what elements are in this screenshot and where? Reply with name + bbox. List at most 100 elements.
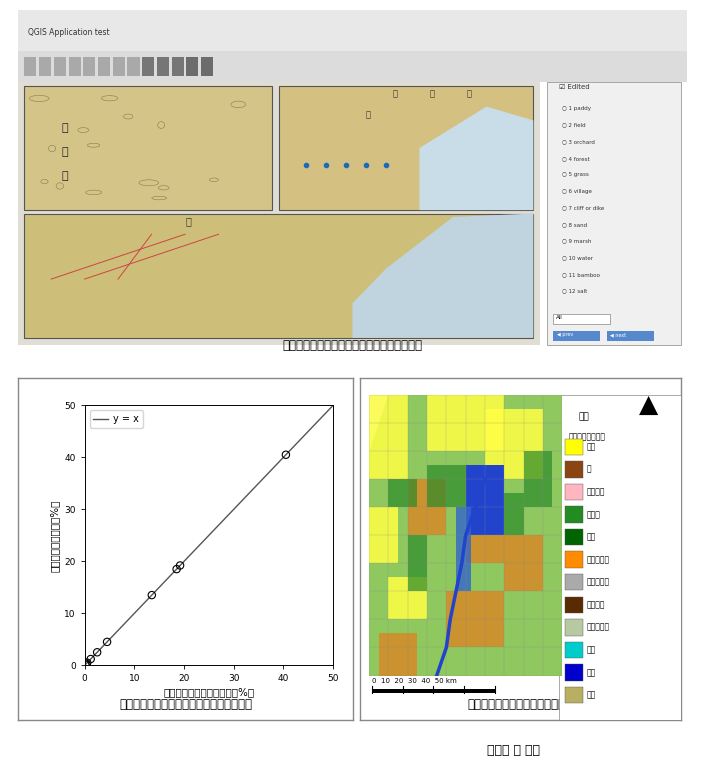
Text: All: All (556, 315, 563, 320)
Bar (157, 57, 169, 75)
Point (80, 657, 92, 670)
Text: 新: 新 (467, 89, 472, 98)
Bar (427, 395, 504, 451)
Bar (54, 57, 66, 75)
Text: 竹林: 竹林 (586, 532, 596, 541)
Point (102, 636, 113, 648)
Bar (456, 507, 472, 591)
Bar (186, 57, 199, 75)
Bar (553, 331, 601, 342)
Bar (407, 535, 427, 591)
Bar (39, 57, 51, 75)
Bar (565, 552, 583, 568)
Text: ○ 2 field: ○ 2 field (562, 123, 586, 128)
Point (92, 646, 103, 658)
Bar (446, 591, 504, 647)
Text: 塩田: 塩田 (586, 691, 596, 699)
Text: （岩崎 亘 典）: （岩崎 亘 典） (486, 744, 540, 756)
Bar (565, 529, 583, 545)
Text: 道: 道 (366, 110, 371, 119)
Point (171, 563, 183, 576)
Text: 海浜・砂地: 海浜・砂地 (586, 623, 609, 632)
Bar (465, 493, 504, 563)
Bar (427, 465, 465, 507)
Bar (524, 451, 553, 507)
Text: 浜: 浜 (429, 89, 434, 98)
Text: ○ 7 cliff or dike: ○ 7 cliff or dike (562, 205, 604, 210)
Text: ○ 11 bamboo: ○ 11 bamboo (562, 272, 600, 277)
Text: 図２　ポリゴンと点データの面積率の比較: 図２ ポリゴンと点データの面積率の比較 (119, 699, 252, 711)
Text: ▲: ▲ (639, 394, 658, 417)
Bar (98, 57, 110, 75)
Text: ○ 3 orchard: ○ 3 orchard (562, 139, 595, 144)
Bar (565, 574, 583, 591)
Point (82, 657, 93, 669)
Text: 國: 國 (393, 89, 398, 98)
Bar (547, 82, 681, 345)
Text: ○ 1 paddy: ○ 1 paddy (562, 106, 591, 111)
Text: その他畑: その他畑 (586, 487, 605, 496)
Text: ○ 6 village: ○ 6 village (562, 189, 592, 194)
Text: QGIS Application test: QGIS Application test (27, 28, 109, 37)
Text: ○ 4 forest: ○ 4 forest (562, 156, 590, 161)
Bar (565, 484, 583, 500)
Text: 水田: 水田 (586, 442, 596, 451)
Text: 明治時代土地利用: 明治時代土地利用 (568, 433, 606, 442)
Bar (388, 479, 417, 507)
Bar (565, 687, 583, 703)
Text: ○ 10 water: ○ 10 water (562, 255, 593, 260)
Bar (18, 51, 687, 82)
Bar (407, 479, 446, 535)
Text: 葛: 葛 (61, 123, 68, 133)
X-axis label: ポリゴンデータ（土地利用%）: ポリゴンデータ（土地利用%） (164, 688, 255, 697)
Text: 樹林地: 樹林地 (586, 510, 600, 519)
Bar (113, 57, 125, 75)
Text: 土手・堤: 土手・堤 (586, 601, 605, 609)
Bar (565, 506, 583, 523)
Bar (142, 57, 154, 75)
Text: ○ 12 salt: ○ 12 salt (562, 288, 587, 293)
Bar (565, 664, 583, 681)
Text: ◀ prev: ◀ prev (557, 332, 573, 337)
Polygon shape (352, 213, 534, 338)
Point (146, 589, 157, 601)
Text: 図１　作成した土地利用入カシステムの外観: 図１ 作成した土地利用入カシステムの外観 (283, 339, 422, 352)
Text: ◀ next: ◀ next (611, 332, 627, 337)
Bar (388, 577, 427, 619)
Text: ○ 5 grass: ○ 5 grass (562, 172, 589, 177)
Text: 神: 神 (61, 147, 68, 157)
Bar (172, 57, 184, 75)
Text: ☑ Edited: ☑ Edited (559, 84, 589, 90)
Point (281, 449, 292, 461)
Bar (553, 314, 611, 324)
Bar (565, 619, 583, 636)
Bar (83, 57, 95, 75)
Legend: y = x: y = x (90, 410, 142, 428)
Y-axis label: 点データ（土地利用%）: 点データ（土地利用%） (50, 499, 60, 572)
Text: ○ 9 marsh: ○ 9 marsh (562, 239, 591, 244)
Point (80, 658, 91, 671)
Bar (379, 633, 417, 675)
Bar (485, 493, 524, 535)
Point (174, 559, 185, 572)
Bar (485, 409, 543, 479)
Text: 草地・荒地: 草地・荒地 (586, 555, 609, 564)
Point (85, 653, 97, 665)
Bar (18, 82, 540, 345)
Bar (18, 10, 687, 51)
Text: 図３　明治時代初期の土地利用図: 図３ 明治時代初期の土地利用図 (468, 699, 572, 711)
Bar (565, 597, 583, 613)
Bar (24, 86, 272, 210)
Bar (607, 331, 654, 342)
Bar (24, 213, 534, 338)
Text: 社: 社 (61, 171, 68, 181)
Bar (465, 465, 504, 535)
Bar (369, 395, 407, 479)
Bar (68, 57, 80, 75)
Text: 村落・道路: 村落・道路 (586, 578, 609, 587)
Text: 浦: 浦 (185, 216, 191, 226)
Bar (201, 57, 213, 75)
Bar (128, 57, 140, 75)
Bar (369, 507, 398, 563)
Bar (565, 439, 583, 455)
